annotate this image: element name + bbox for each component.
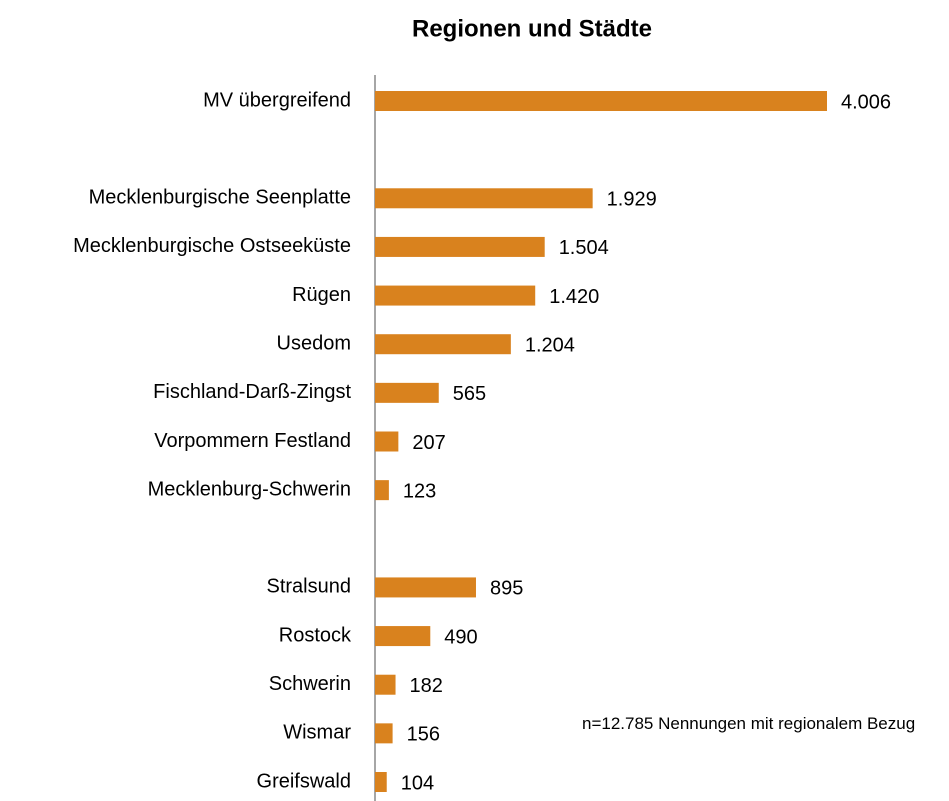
category-label: MV übergreifend — [203, 89, 351, 111]
chart-title: Regionen und Städte — [412, 15, 652, 42]
category-label: Mecklenburg-Schwerin — [148, 478, 351, 500]
category-label: Greifswald — [257, 770, 351, 792]
value-label: 182 — [410, 675, 443, 697]
value-label: 565 — [453, 383, 486, 405]
bar — [375, 772, 387, 792]
bar — [375, 626, 431, 647]
value-label: 104 — [401, 772, 434, 794]
annotation: n=12.785 Nennungen mit regionalem Bezug — [582, 714, 916, 733]
bar — [375, 285, 536, 306]
category-label: Vorpommern Festland — [154, 430, 351, 452]
bar — [375, 382, 439, 403]
category-label: Schwerin — [269, 673, 351, 695]
bar — [375, 188, 593, 209]
bar — [375, 431, 399, 452]
category-label: Rügen — [292, 284, 351, 306]
value-label: 895 — [490, 578, 523, 600]
value-label: 207 — [412, 432, 445, 454]
value-label: 1.420 — [549, 286, 599, 308]
bar — [375, 480, 389, 501]
category-label: Fischland-Darß-Zingst — [153, 381, 351, 403]
value-label: 123 — [403, 480, 436, 502]
value-label: 4.006 — [841, 91, 891, 113]
bar — [375, 334, 511, 355]
bar — [375, 674, 396, 695]
bar — [375, 577, 476, 598]
category-label: Usedom — [277, 332, 351, 354]
category-label: Mecklenburgische Ostseeküste — [73, 235, 351, 257]
bar — [375, 723, 393, 744]
category-label: Rostock — [279, 624, 352, 646]
bar — [375, 236, 545, 257]
value-label: 1.504 — [559, 237, 609, 259]
value-label: 1.204 — [525, 334, 575, 356]
category-label: Stralsund — [267, 576, 352, 598]
value-label: 1.929 — [607, 189, 657, 211]
value-label: 156 — [407, 724, 440, 746]
bar — [375, 91, 827, 111]
category-label: Wismar — [283, 722, 351, 744]
value-label: 490 — [444, 626, 477, 648]
category-label: Mecklenburgische Seenplatte — [89, 187, 351, 209]
